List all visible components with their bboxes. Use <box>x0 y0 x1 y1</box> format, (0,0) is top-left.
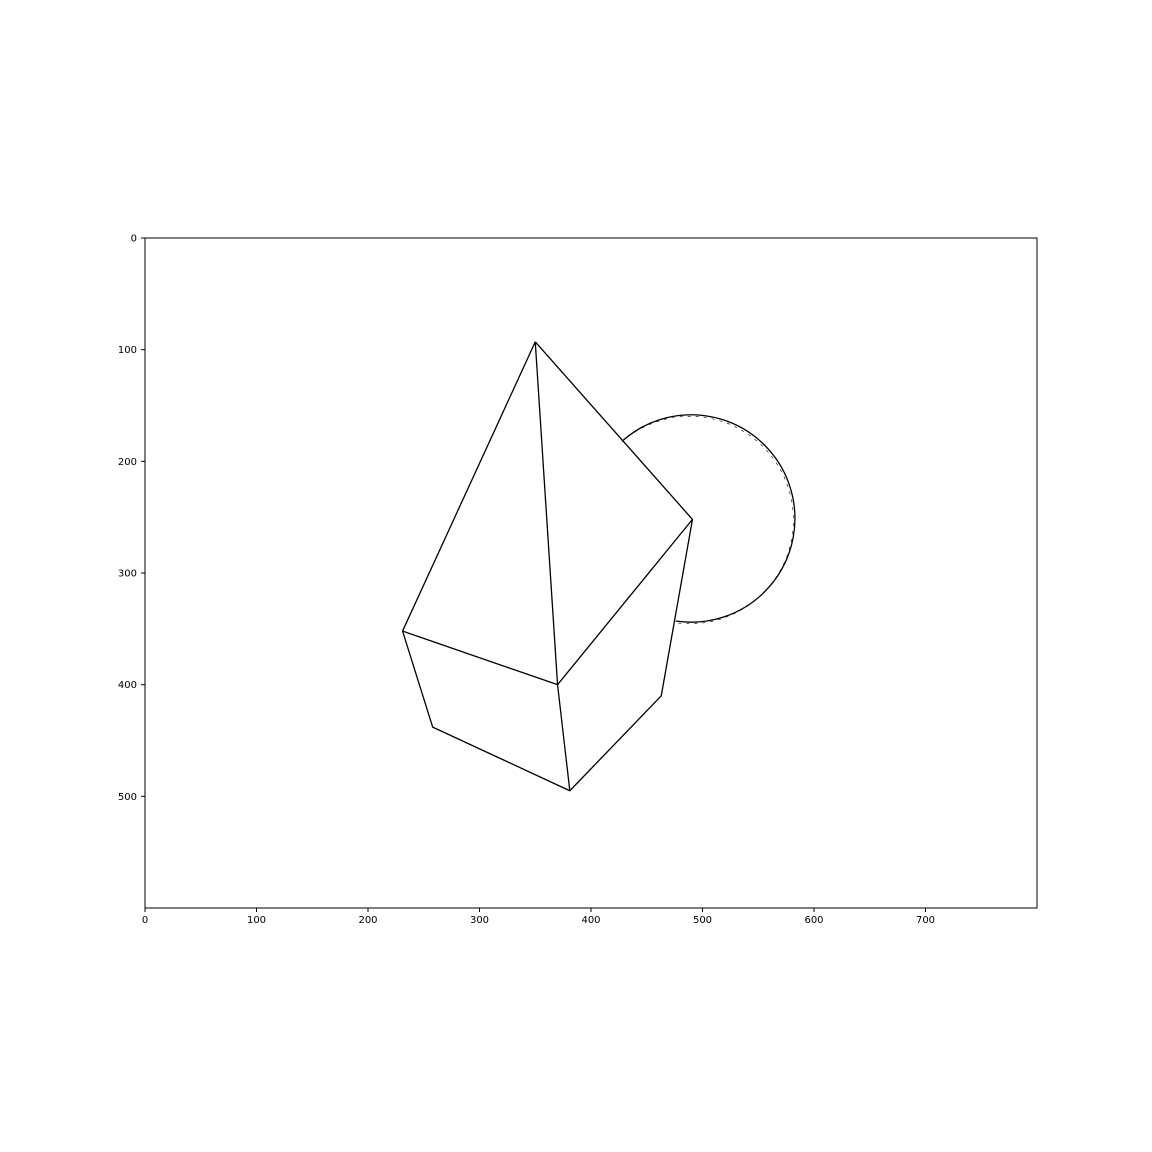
x-tick-label: 400 <box>581 915 600 926</box>
x-tick-label: 100 <box>247 915 266 926</box>
pyramid-edge <box>534 341 559 685</box>
prism-edge <box>556 684 571 791</box>
x-tick-label: 500 <box>693 915 712 926</box>
y-tick-label: 400 <box>118 680 137 691</box>
x-tick-label: 0 <box>142 915 148 926</box>
y-axis: 0 100 200 300 400 500 <box>118 234 145 803</box>
y-tick-label: 100 <box>118 345 137 356</box>
y-tick-label: 200 <box>118 457 137 468</box>
x-tick-label: 300 <box>470 915 489 926</box>
x-tick-label: 200 <box>358 915 377 926</box>
y-tick-label: 500 <box>118 792 137 803</box>
axes: 0 100 200 300 400 500 600 700 0 100 200 300 400 500 <box>118 234 1038 926</box>
x-axis: 0 100 200 300 400 500 600 700 <box>142 908 935 926</box>
y-tick-label: 0 <box>131 234 137 245</box>
sphere-arc <box>622 414 796 623</box>
line-drawing <box>401 341 796 792</box>
axes-frame <box>144 237 1038 909</box>
x-tick-label: 600 <box>804 915 823 926</box>
y-tick-label: 300 <box>118 569 137 580</box>
x-tick-label: 700 <box>916 915 935 926</box>
